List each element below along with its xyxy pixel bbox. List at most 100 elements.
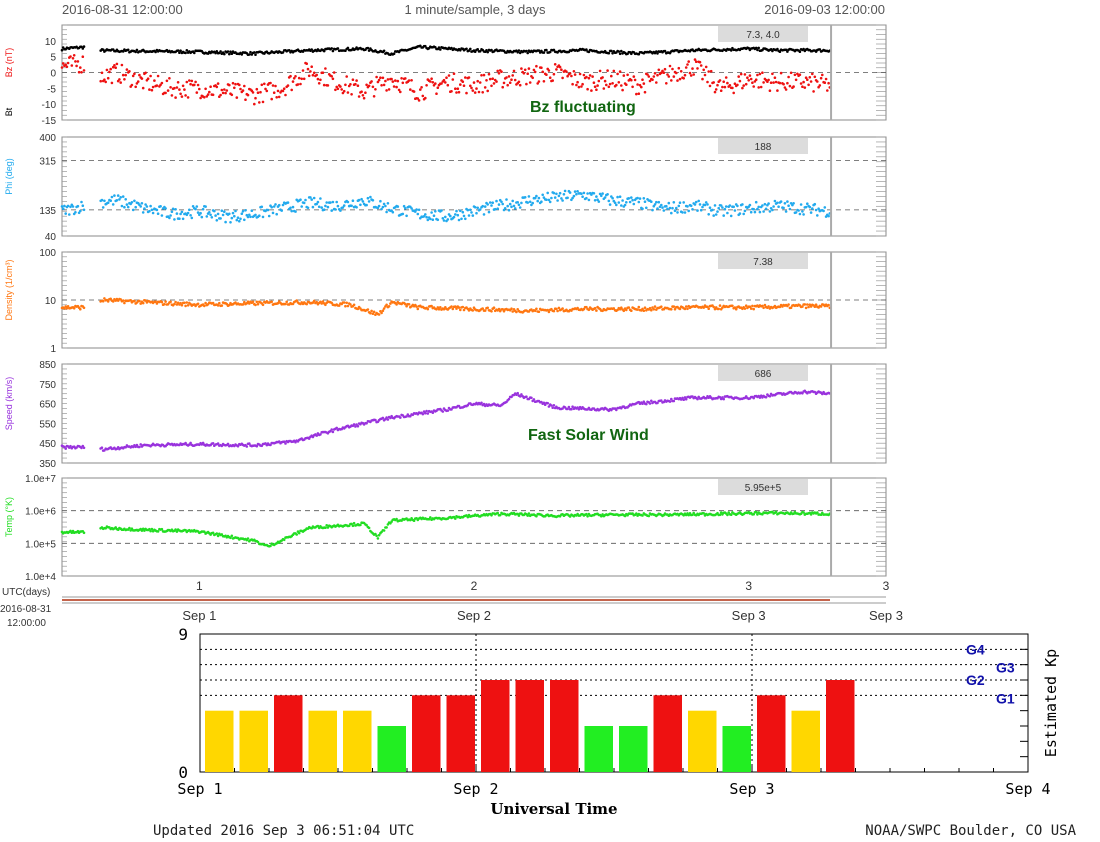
data-point	[124, 73, 127, 77]
data-point	[290, 209, 294, 213]
data-point	[592, 81, 596, 84]
data-point	[776, 47, 779, 51]
kp-x-tick: Sep 2	[453, 780, 498, 798]
data-point	[729, 513, 733, 516]
data-point	[246, 537, 250, 540]
data-point	[717, 206, 720, 210]
data-point	[430, 77, 433, 80]
data-point	[377, 204, 381, 208]
data-point	[585, 305, 588, 309]
data-point	[704, 201, 708, 204]
data-point	[510, 205, 513, 209]
data-point	[537, 80, 541, 83]
data-point	[782, 82, 785, 86]
data-point	[650, 399, 653, 403]
data-point	[446, 409, 450, 412]
data-point	[302, 201, 306, 205]
data-point	[635, 92, 638, 96]
data-point	[319, 433, 322, 436]
data-point	[769, 81, 773, 84]
data-point	[552, 48, 556, 52]
utc-start-date: 2016-08-31	[0, 604, 52, 615]
data-point	[507, 208, 511, 212]
data-point	[249, 50, 252, 54]
kp-bar	[688, 710, 717, 772]
data-point	[581, 195, 584, 198]
data-point	[407, 79, 411, 82]
data-point	[355, 79, 358, 82]
data-point	[71, 205, 75, 208]
data-point	[451, 307, 455, 311]
data-point	[757, 46, 760, 50]
data-point	[618, 195, 622, 198]
data-point	[381, 205, 385, 209]
data-point	[739, 72, 743, 76]
data-point	[576, 80, 579, 84]
data-point	[646, 73, 649, 76]
data-point	[460, 217, 463, 221]
data-point	[134, 205, 137, 209]
data-point	[778, 81, 782, 85]
data-point	[536, 199, 539, 203]
data-point	[686, 205, 689, 208]
data-point	[282, 538, 286, 542]
data-point	[421, 94, 425, 98]
data-point	[287, 49, 291, 52]
data-point	[319, 78, 322, 82]
data-point	[65, 65, 69, 69]
data-point	[149, 74, 152, 78]
data-point	[179, 212, 182, 216]
header-resolution: 1 minute/sample, 3 days	[405, 2, 546, 17]
data-point	[174, 300, 177, 304]
data-point	[784, 88, 788, 91]
data-point	[106, 76, 110, 80]
data-point	[75, 64, 78, 68]
data-point	[133, 72, 136, 76]
data-point	[485, 79, 488, 82]
data-point	[761, 304, 764, 308]
data-point	[74, 211, 77, 214]
data-point	[454, 87, 457, 90]
data-point	[552, 309, 556, 313]
data-point	[241, 89, 245, 92]
data-point	[721, 85, 724, 89]
data-point	[801, 210, 804, 213]
data-point	[718, 304, 722, 307]
data-point	[560, 197, 563, 200]
data-point	[656, 207, 659, 210]
data-point	[238, 219, 241, 223]
data-point	[124, 198, 127, 201]
data-point	[355, 206, 358, 209]
data-point	[382, 202, 386, 206]
data-point	[246, 93, 250, 97]
data-point	[527, 195, 531, 198]
data-point	[306, 206, 310, 210]
data-point	[124, 446, 127, 449]
data-point	[118, 198, 121, 201]
data-point	[792, 85, 795, 88]
data-point	[638, 197, 642, 200]
data-point	[424, 411, 427, 415]
data-point	[138, 73, 141, 77]
data-point	[546, 401, 549, 405]
data-point	[547, 69, 551, 72]
data-point	[518, 206, 522, 209]
data-point	[374, 88, 377, 91]
data-point	[80, 200, 83, 204]
day-tick-label: 1	[196, 579, 203, 593]
data-point	[655, 200, 658, 204]
data-point	[665, 82, 668, 85]
data-point	[748, 203, 752, 207]
data-point	[218, 301, 221, 305]
data-point	[741, 203, 744, 206]
data-point	[600, 514, 603, 518]
data-point	[60, 66, 64, 69]
data-point	[762, 210, 765, 213]
kp-bar	[584, 726, 613, 772]
data-point	[317, 205, 321, 209]
data-point	[507, 397, 511, 401]
data-point	[585, 75, 588, 79]
data-point	[631, 198, 634, 202]
data-point	[675, 71, 678, 75]
data-point	[613, 201, 617, 205]
